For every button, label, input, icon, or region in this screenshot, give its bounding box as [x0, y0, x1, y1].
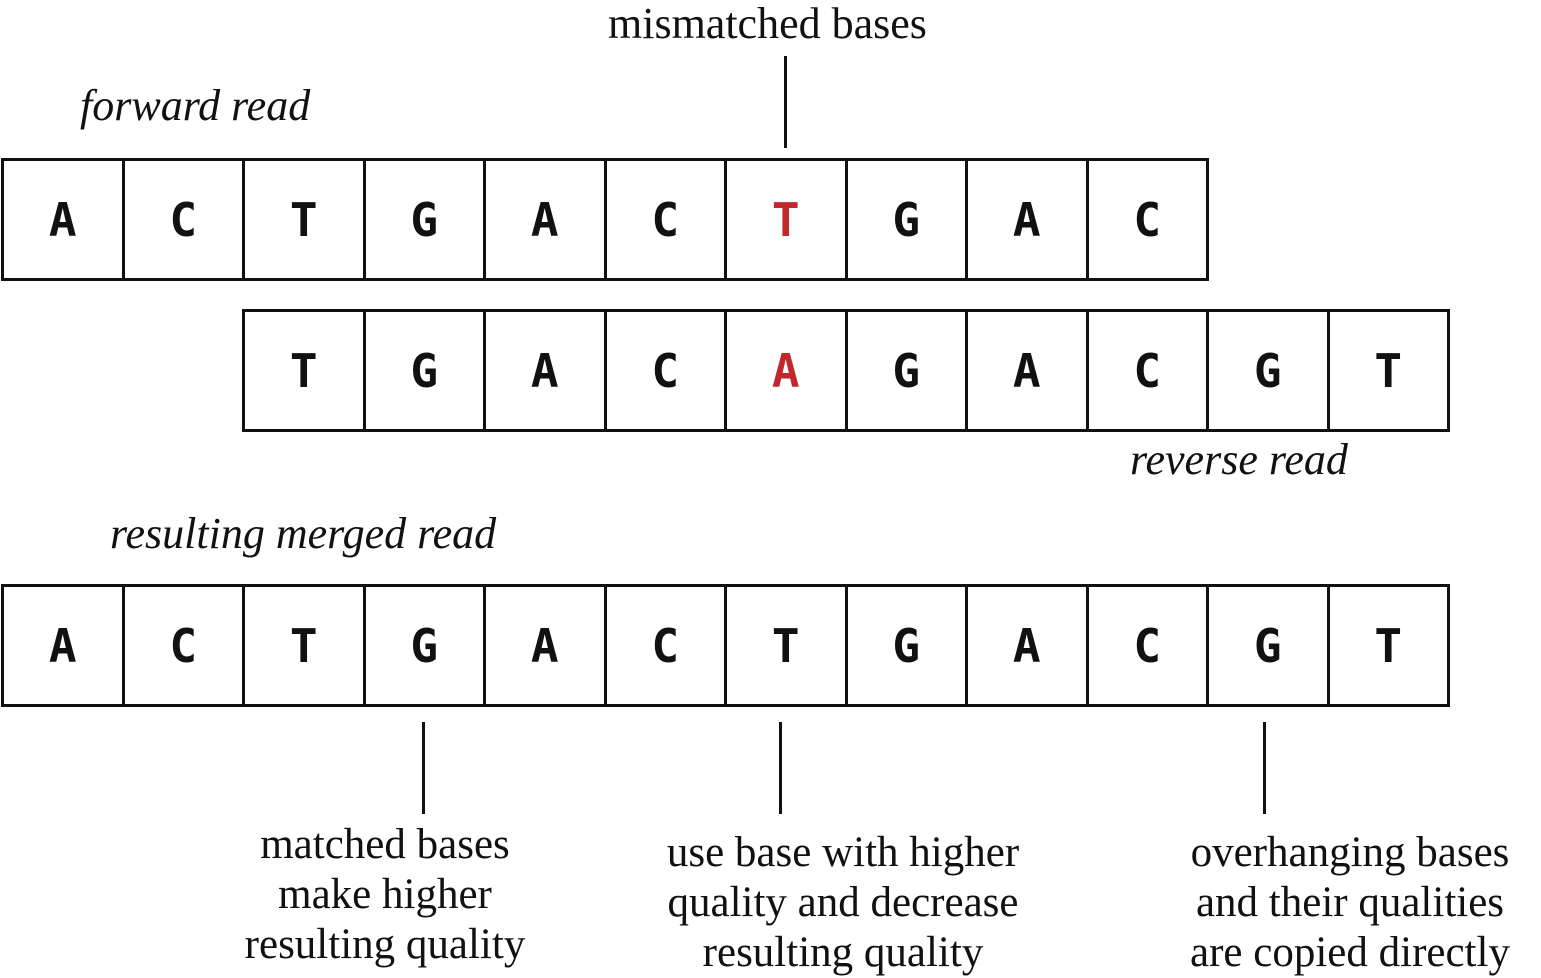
merged-base-cell: T [242, 584, 366, 707]
reverse-base-cell: C [1085, 309, 1209, 432]
mismatch-pointer-line [784, 56, 787, 148]
matched-pointer-line [422, 722, 425, 814]
matched-note-line: resulting quality [244, 921, 526, 968]
reverse-base-cell: C [603, 309, 727, 432]
mismatched-note-line: resulting quality [702, 929, 984, 976]
merged-base-cell: C [1085, 584, 1209, 707]
merged-base-cell: A [1, 584, 125, 707]
forward-base-cell: C [1085, 158, 1209, 281]
merged-base-cell: T [1326, 584, 1450, 707]
overhang-note-line: are copied directly [1190, 929, 1510, 976]
forward-base-cell: T [242, 158, 366, 281]
matched-note: matched bases make higher resulting qual… [205, 820, 565, 970]
reverse-base-cell: A [724, 309, 848, 432]
forward-base-cell: A [1, 158, 125, 281]
matched-note-line: matched bases [260, 821, 510, 868]
overhang-pointer-line [1263, 722, 1266, 814]
merged-base-cell: A [965, 584, 1089, 707]
overhang-note: overhanging bases and their qualities ar… [1160, 828, 1540, 978]
merged-base-cell: G [1206, 584, 1330, 707]
merged-base-cell: G [844, 584, 968, 707]
forward-base-cell: C [121, 158, 245, 281]
mismatch-label: mismatched bases [608, 0, 927, 48]
reverse-base-cell: T [1326, 309, 1450, 432]
forward-base-cell: A [965, 158, 1089, 281]
forward-base-cell: G [362, 158, 486, 281]
forward-base-cell: T [724, 158, 848, 281]
merged-base-cell: C [121, 584, 245, 707]
forward-read-label: forward read [80, 81, 311, 130]
matched-note-line: make higher [278, 871, 492, 918]
reverse-base-cell: A [965, 309, 1089, 432]
overhang-note-line: and their qualities [1195, 879, 1505, 926]
forward-base-cell: A [483, 158, 607, 281]
reverse-base-cell: G [844, 309, 968, 432]
reverse-base-cell: G [1206, 309, 1330, 432]
merged-base-cell: C [603, 584, 727, 707]
mismatched-note-line: use base with higher [666, 829, 1020, 876]
merged-base-cell: T [724, 584, 848, 707]
reverse-base-cell: G [362, 309, 486, 432]
merged-base-cell: A [483, 584, 607, 707]
reverse-base-cell: A [483, 309, 607, 432]
reverse-read-label: reverse read [1130, 435, 1348, 484]
overhang-note-line: overhanging bases [1190, 829, 1510, 876]
merged-read-label: resulting merged read [110, 509, 497, 558]
mismatched-note: use base with higher quality and decreas… [623, 828, 1063, 978]
forward-base-cell: C [603, 158, 727, 281]
reverse-base-cell: T [242, 309, 366, 432]
mismatched-pointer-line [779, 722, 782, 814]
forward-base-cell: G [844, 158, 968, 281]
mismatched-note-line: quality and decrease [667, 879, 1019, 926]
merged-base-cell: G [362, 584, 486, 707]
